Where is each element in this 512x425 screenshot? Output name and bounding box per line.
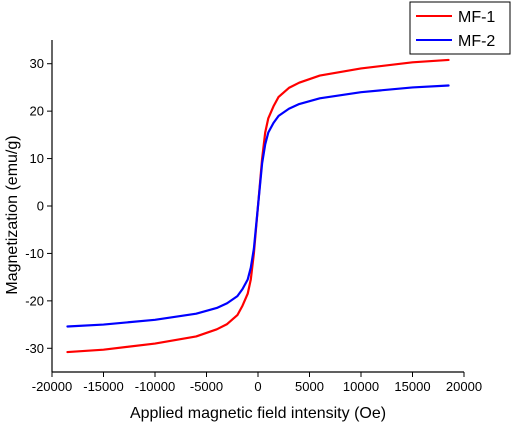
series-layer <box>66 58 450 354</box>
legend: MF-1 MF-2 <box>409 1 511 55</box>
legend-box <box>409 1 511 55</box>
legend-label-mf-1: MF-1 <box>458 9 495 26</box>
x-tick-label: 20000 <box>446 379 482 394</box>
y-tick-label: 30 <box>30 56 44 71</box>
x-tick-label: 0 <box>254 379 261 394</box>
x-axis-ticks: -20000 -15000 -10000 -5000 0 5000 10000 15000 20… <box>32 372 482 394</box>
y-axis-title: Magnetization (emu/g) <box>4 135 21 294</box>
x-tick-label: -15000 <box>83 379 123 394</box>
x-tick-label: -20000 <box>32 379 72 394</box>
x-tick-label: 10000 <box>343 379 379 394</box>
y-tick-label: 10 <box>30 151 44 166</box>
legend-label-mf-2: MF-2 <box>458 33 495 50</box>
y-tick-label: -10 <box>25 246 44 261</box>
y-tick-label: -30 <box>25 341 44 356</box>
y-tick-label: 20 <box>30 104 44 119</box>
x-tick-label: -10000 <box>135 379 175 394</box>
y-tick-label: -20 <box>25 293 44 308</box>
series-line-mf-2 <box>66 84 450 328</box>
x-axis-title: Applied magnetic field intensity (Oe) <box>130 405 386 422</box>
x-tick-label: 5000 <box>295 379 324 394</box>
y-tick-label: 0 <box>37 199 44 214</box>
x-tick-label: 15000 <box>394 379 430 394</box>
x-tick-label: -5000 <box>190 379 223 394</box>
y-axis-ticks: -30 -20 -10 0 10 20 30 <box>25 56 52 356</box>
